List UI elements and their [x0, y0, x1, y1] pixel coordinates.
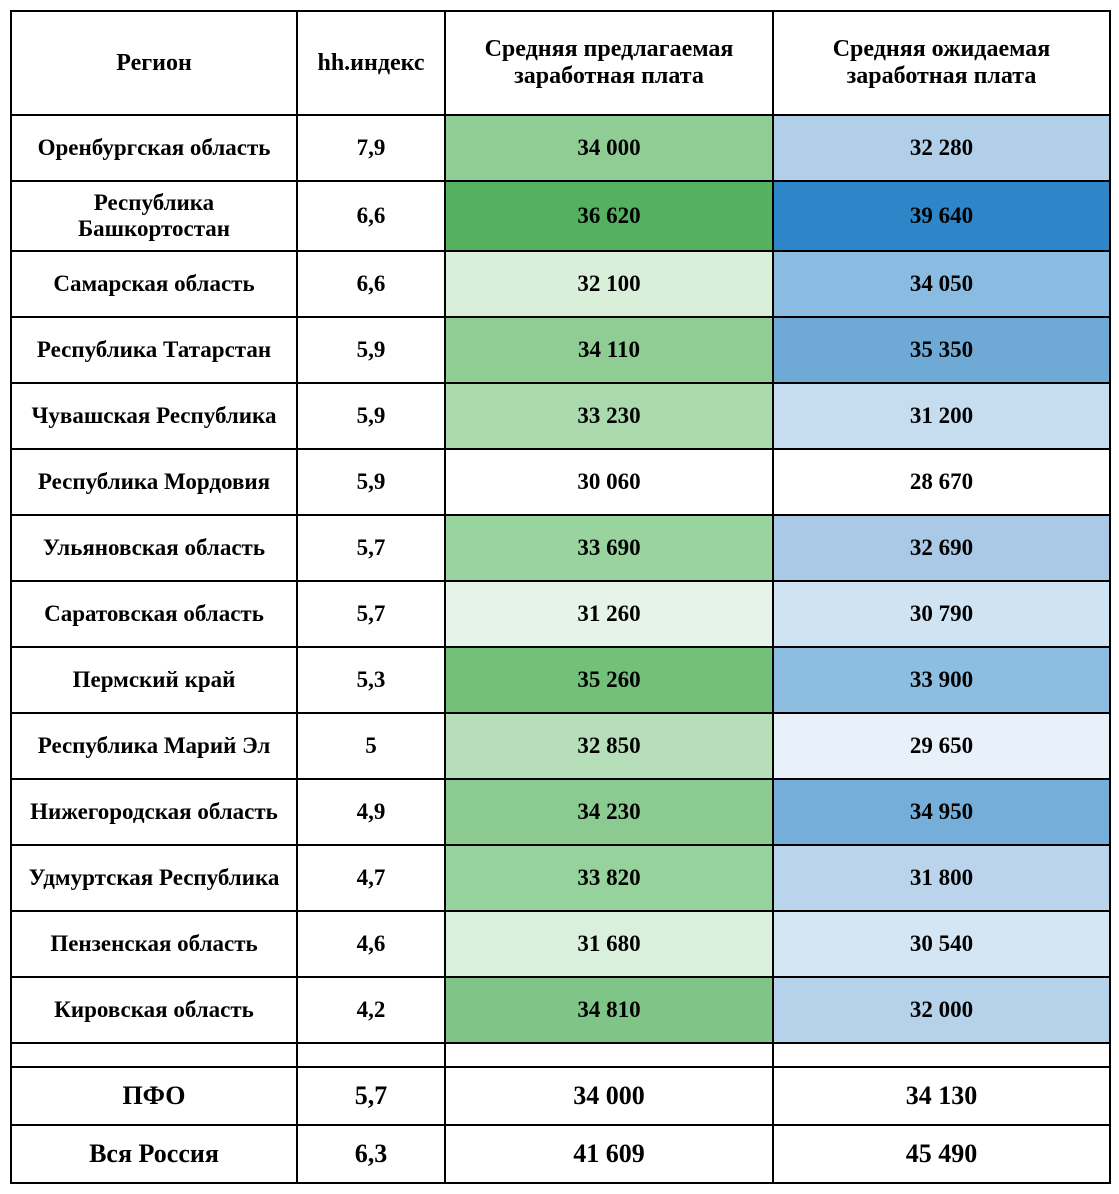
cell-region: Пермский край: [11, 647, 297, 713]
cell-region: Удмуртская Республика: [11, 845, 297, 911]
header-index: hh.индекс: [297, 11, 445, 115]
cell-offer: 41 609: [445, 1125, 773, 1183]
cell-index: 4,6: [297, 911, 445, 977]
cell-index: 6,6: [297, 181, 445, 251]
cell-region: Чувашская Республика: [11, 383, 297, 449]
summary-row: Вся Россия6,341 60945 490: [11, 1125, 1110, 1183]
cell-index: 5,9: [297, 383, 445, 449]
cell-offer: 36 620: [445, 181, 773, 251]
cell-expect: 33 900: [773, 647, 1110, 713]
table-body: Оренбургская область7,934 00032 280Респу…: [11, 115, 1110, 1183]
cell-expect: 29 650: [773, 713, 1110, 779]
cell-expect: 34 050: [773, 251, 1110, 317]
cell-region: Нижегородская область: [11, 779, 297, 845]
cell-index: 5,7: [297, 1067, 445, 1125]
cell-region: Республика Мордовия: [11, 449, 297, 515]
cell-index: 4,9: [297, 779, 445, 845]
table-row: Ульяновская область5,733 69032 690: [11, 515, 1110, 581]
cell-offer: 35 260: [445, 647, 773, 713]
cell-offer: 34 810: [445, 977, 773, 1043]
cell-index: 6,3: [297, 1125, 445, 1183]
table-row: Чувашская Республика5,933 23031 200: [11, 383, 1110, 449]
cell-region: Республика Башкортостан: [11, 181, 297, 251]
table-row: Самарская область6,632 10034 050: [11, 251, 1110, 317]
cell-offer: 33 230: [445, 383, 773, 449]
cell-offer: 33 820: [445, 845, 773, 911]
cell-offer: 32 850: [445, 713, 773, 779]
table-row: Пензенская область4,631 68030 540: [11, 911, 1110, 977]
cell-offer: 31 680: [445, 911, 773, 977]
cell-index: 4,7: [297, 845, 445, 911]
cell-region: Ульяновская область: [11, 515, 297, 581]
header-region: Регион: [11, 11, 297, 115]
cell-region: Кировская область: [11, 977, 297, 1043]
cell-offer: 34 110: [445, 317, 773, 383]
table-row: Кировская область4,234 81032 000: [11, 977, 1110, 1043]
cell-expect: 31 800: [773, 845, 1110, 911]
table-row: Нижегородская область4,934 23034 950: [11, 779, 1110, 845]
cell-region: Пензенская область: [11, 911, 297, 977]
cell-region: Республика Марий Эл: [11, 713, 297, 779]
cell-index: 5,7: [297, 515, 445, 581]
spacer-cell: [297, 1043, 445, 1067]
cell-index: 5,7: [297, 581, 445, 647]
header-offer: Средняя предлагаемая заработная плата: [445, 11, 773, 115]
salary-table: Регион hh.индекс Средняя предлагаемая за…: [10, 10, 1111, 1184]
cell-index: 4,2: [297, 977, 445, 1043]
cell-expect: 35 350: [773, 317, 1110, 383]
cell-region: Республика Татарстан: [11, 317, 297, 383]
spacer-cell: [773, 1043, 1110, 1067]
cell-expect: 34 130: [773, 1067, 1110, 1125]
table-row: Удмуртская Республика4,733 82031 800: [11, 845, 1110, 911]
spacer-row: [11, 1043, 1110, 1067]
spacer-cell: [445, 1043, 773, 1067]
cell-offer: 30 060: [445, 449, 773, 515]
header-expect: Средняя ожидаемая заработная плата: [773, 11, 1110, 115]
cell-expect: 28 670: [773, 449, 1110, 515]
cell-offer: 34 230: [445, 779, 773, 845]
cell-expect: 39 640: [773, 181, 1110, 251]
cell-offer: 34 000: [445, 115, 773, 181]
cell-index: 6,6: [297, 251, 445, 317]
cell-offer: 34 000: [445, 1067, 773, 1125]
table-row: Саратовская область5,731 26030 790: [11, 581, 1110, 647]
cell-offer: 33 690: [445, 515, 773, 581]
table-row: Республика Мордовия5,930 06028 670: [11, 449, 1110, 515]
cell-index: 5,3: [297, 647, 445, 713]
table-row: Республика Марий Эл532 85029 650: [11, 713, 1110, 779]
cell-index: 5,9: [297, 449, 445, 515]
table-row: Пермский край5,335 26033 900: [11, 647, 1110, 713]
summary-row: ПФО5,734 00034 130: [11, 1067, 1110, 1125]
cell-offer: 32 100: [445, 251, 773, 317]
table-header: Регион hh.индекс Средняя предлагаемая за…: [11, 11, 1110, 115]
cell-region: Вся Россия: [11, 1125, 297, 1183]
cell-region: Самарская область: [11, 251, 297, 317]
table-row: Республика Башкортостан6,636 62039 640: [11, 181, 1110, 251]
cell-expect: 45 490: [773, 1125, 1110, 1183]
cell-expect: 32 280: [773, 115, 1110, 181]
spacer-cell: [11, 1043, 297, 1067]
cell-expect: 34 950: [773, 779, 1110, 845]
cell-expect: 31 200: [773, 383, 1110, 449]
table-row: Республика Татарстан5,934 11035 350: [11, 317, 1110, 383]
cell-region: ПФО: [11, 1067, 297, 1125]
cell-index: 7,9: [297, 115, 445, 181]
cell-expect: 32 000: [773, 977, 1110, 1043]
cell-expect: 32 690: [773, 515, 1110, 581]
cell-expect: 30 790: [773, 581, 1110, 647]
cell-expect: 30 540: [773, 911, 1110, 977]
cell-index: 5: [297, 713, 445, 779]
cell-offer: 31 260: [445, 581, 773, 647]
cell-region: Саратовская область: [11, 581, 297, 647]
cell-region: Оренбургская область: [11, 115, 297, 181]
table-row: Оренбургская область7,934 00032 280: [11, 115, 1110, 181]
cell-index: 5,9: [297, 317, 445, 383]
